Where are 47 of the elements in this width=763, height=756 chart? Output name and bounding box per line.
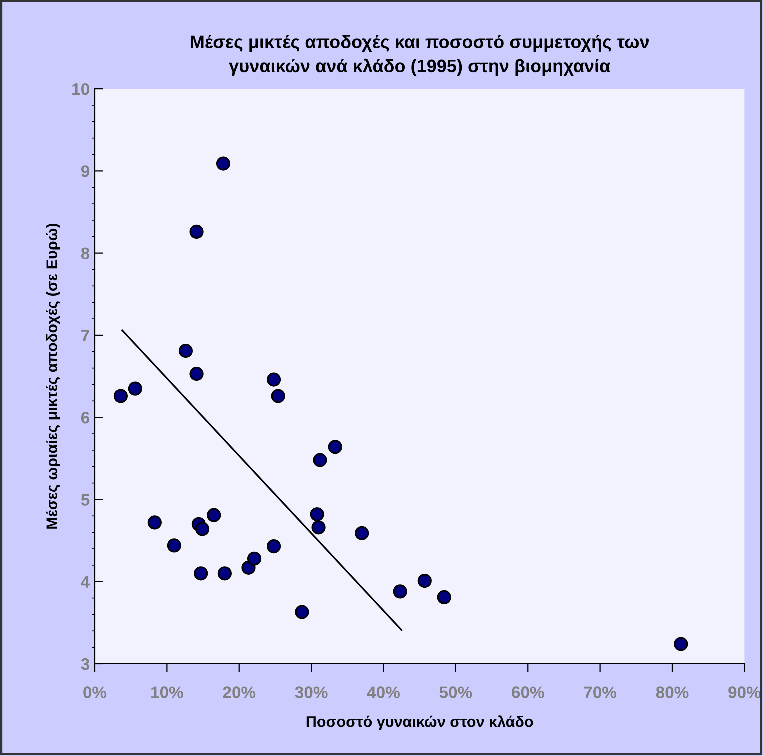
point bbox=[148, 516, 162, 530]
x-tick-label: 70% bbox=[584, 686, 617, 698]
x-tick-label: 20% bbox=[223, 686, 256, 698]
point bbox=[271, 389, 286, 404]
y-axis-title: Μέσες ωριαίες μικτές αποδοχές (σε Ευρώ) bbox=[46, 224, 60, 529]
point bbox=[312, 520, 326, 535]
chart-title: Μέσες μικτές αποδοχές και ποσοστό συμμετοχής των γυναικών ανά κλάδο (1995) στην βιομηχανία bbox=[191, 35, 649, 76]
point bbox=[437, 590, 452, 605]
point bbox=[674, 637, 688, 652]
x-axis-title: Ποσοστό γυναικών στον κλάδο bbox=[306, 716, 534, 730]
point bbox=[207, 508, 222, 522]
point bbox=[194, 566, 208, 581]
point bbox=[218, 566, 232, 581]
point bbox=[196, 522, 210, 536]
point bbox=[266, 539, 282, 554]
point bbox=[355, 526, 370, 540]
point bbox=[178, 344, 193, 358]
x-tick-label: 80% bbox=[656, 686, 689, 698]
y-tick-label: 10 bbox=[72, 83, 90, 96]
point bbox=[313, 453, 328, 468]
point bbox=[128, 382, 142, 396]
point bbox=[247, 552, 262, 566]
point bbox=[114, 389, 128, 404]
x-tick-label: 0% bbox=[84, 686, 107, 698]
x-tick-label: 10% bbox=[152, 686, 184, 698]
point bbox=[328, 440, 342, 454]
point bbox=[167, 538, 182, 553]
y-tick-label: 9 bbox=[81, 166, 90, 178]
y-tick-label: 3 bbox=[81, 658, 90, 670]
point bbox=[190, 367, 204, 382]
point bbox=[418, 574, 432, 588]
y-tick-label: 5 bbox=[81, 494, 90, 506]
y-tick-label: 4 bbox=[81, 576, 90, 588]
point bbox=[295, 605, 310, 620]
x-tick-label: 50% bbox=[440, 686, 472, 698]
y-tick-label: 8 bbox=[81, 248, 90, 260]
point bbox=[266, 372, 282, 387]
x-tick-label: 30% bbox=[295, 686, 328, 698]
x-tick-label: 40% bbox=[367, 686, 400, 698]
x-tick-label: 60% bbox=[512, 686, 544, 698]
point bbox=[216, 156, 231, 171]
x-tick-label: 90% bbox=[728, 686, 761, 698]
y-tick-label: 7 bbox=[82, 330, 90, 342]
y-tick-label: 6 bbox=[81, 412, 90, 424]
point bbox=[310, 507, 324, 522]
point bbox=[393, 584, 408, 599]
point bbox=[190, 224, 204, 240]
